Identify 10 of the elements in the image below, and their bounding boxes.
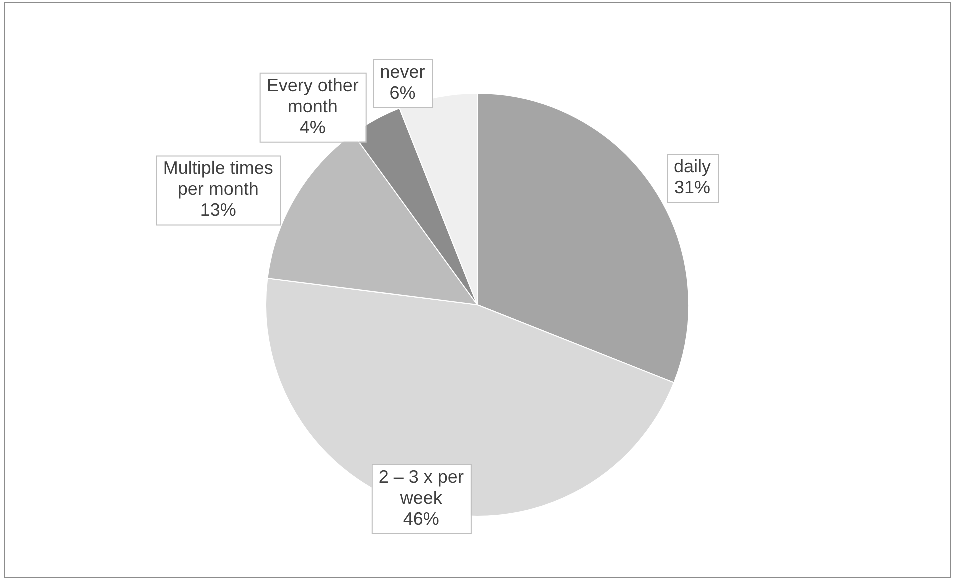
data-label: 13%: [200, 200, 236, 220]
slice-label: Every other month: [266, 75, 359, 116]
data-label: 4%: [300, 117, 326, 138]
data-label: 31%: [674, 178, 711, 198]
slice-label: never: [380, 62, 426, 82]
slice-label: 2 – 3 x per week: [378, 466, 464, 508]
data-label: 6%: [390, 82, 416, 103]
data-label: 46%: [403, 508, 440, 529]
slice-label: Multiple times per month: [163, 158, 274, 200]
slice-label: daily: [674, 156, 712, 177]
